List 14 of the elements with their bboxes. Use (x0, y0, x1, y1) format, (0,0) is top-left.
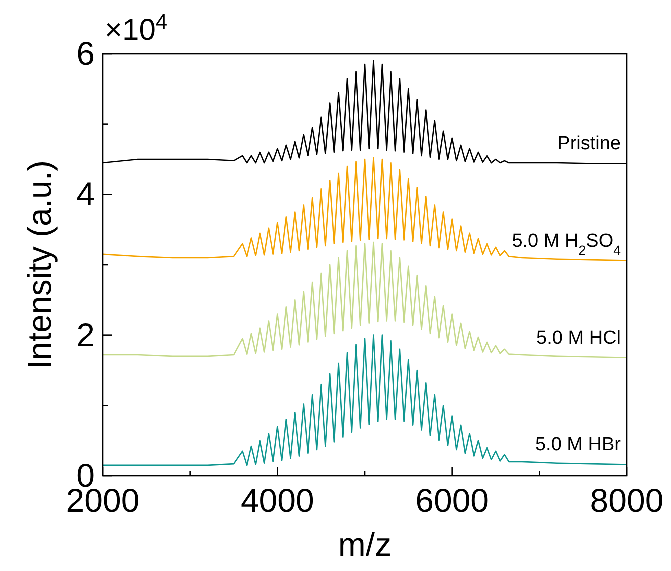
y-tick-label: 2 (76, 316, 95, 354)
series-label: Pristine (558, 134, 621, 155)
x-tick-label: 4000 (240, 482, 314, 519)
x-tick-label: 6000 (416, 482, 490, 519)
y-tick-label: 6 (76, 35, 95, 72)
x-axis-title: m/z (338, 526, 392, 563)
series-label: 5.0 M H$_{2}$SO$_{4}$ (512, 230, 621, 258)
text: ×10$^{4}$ (105, 10, 168, 47)
line-series (102, 157, 628, 262)
y-axis-title: Intensity (a.u.) (21, 160, 58, 370)
series-label: 5.0 M HCl (536, 328, 621, 349)
x-tick-label: 8000 (590, 482, 664, 519)
series-label: 5.0 M HBr (535, 434, 622, 456)
y-tick-label: 4 (76, 176, 95, 213)
